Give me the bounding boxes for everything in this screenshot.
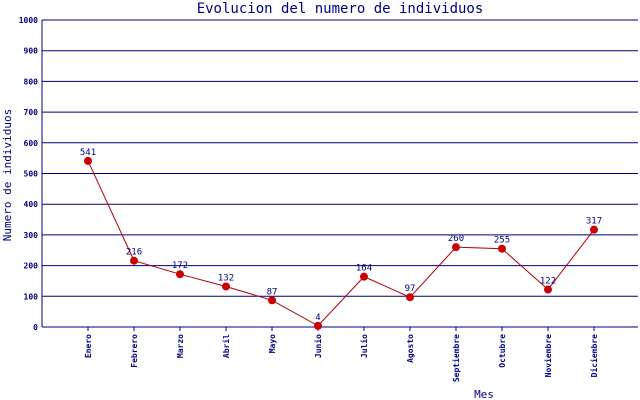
x-tick-label: Noviembre: [543, 334, 553, 378]
data-label: 260: [448, 234, 464, 244]
series: 541 216 172 132 87 4 164 97 260 255 122 317: [80, 148, 602, 330]
data-point: [498, 244, 506, 253]
y-tick-label: 900: [24, 47, 39, 56]
data-point: [268, 296, 276, 305]
y-tick-label: 200: [24, 262, 39, 271]
x-tick-label: Agosto: [406, 334, 415, 363]
data-point: [590, 225, 598, 234]
y-tick-label: 500: [24, 170, 39, 179]
data-label: 97: [405, 284, 416, 294]
y-tick-label: 1000: [19, 16, 38, 25]
data-label: 255: [494, 236, 510, 246]
x-axis-label: Mes: [474, 388, 494, 400]
x-tick-label: Mayo: [268, 334, 277, 353]
data-point: [176, 270, 184, 279]
y-tick-label: 400: [24, 200, 39, 209]
data-point: [314, 321, 322, 330]
data-label: 216: [126, 248, 142, 258]
y-tick-label: 800: [24, 77, 39, 86]
x-tick-label: Octubre: [498, 334, 507, 368]
y-tick-label: 0: [33, 323, 38, 332]
data-point: [544, 285, 552, 294]
data-point: [84, 156, 92, 165]
x-tick-label: Julio: [359, 334, 369, 358]
data-label: 541: [80, 148, 96, 158]
y-tick-label: 600: [24, 139, 39, 148]
x-tick-label: Marzo: [176, 334, 185, 358]
data-point: [222, 282, 230, 291]
data-point: [452, 243, 460, 252]
series-line: [87, 160, 595, 327]
y-tick-label: 300: [24, 231, 39, 240]
data-label: 87: [267, 287, 278, 297]
data-point: [360, 272, 368, 281]
x-tick-label: Junio: [313, 334, 323, 358]
data-point: [406, 293, 414, 302]
chart-title: Evolucion del numero de individuos: [197, 1, 484, 17]
y-axis-ticks: 0 100 200 300 400 500 600 700 800 900 1000: [19, 16, 38, 332]
gridlines: [41, 19, 638, 328]
data-label: 122: [540, 277, 556, 287]
y-tick-label: 700: [24, 108, 39, 117]
x-tick-label: Febrero: [130, 334, 139, 368]
x-tick-label: Enero: [84, 334, 93, 358]
data-label: 164: [356, 264, 372, 274]
data-label: 317: [586, 217, 602, 227]
x-tick-label: Diciembre: [589, 334, 599, 378]
x-axis-ticks: Enero Febrero Marzo Abril Mayo Junio Julio Agos…: [84, 327, 599, 382]
x-tick-label: Septiembre: [451, 334, 461, 382]
data-point: [130, 256, 138, 265]
y-tick-label: 100: [24, 292, 39, 301]
x-tick-label: Abril: [221, 334, 231, 358]
data-label: 132: [218, 273, 234, 283]
y-axis-label: Numero de individuos: [1, 109, 14, 241]
data-label: 172: [172, 261, 188, 271]
data-label: 4: [315, 313, 320, 323]
